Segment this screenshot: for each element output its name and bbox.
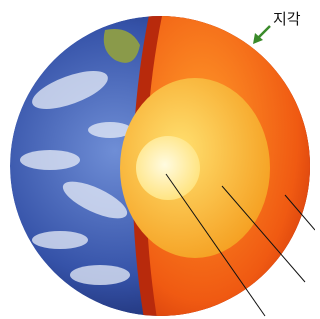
globe <box>10 0 315 319</box>
earth-diagram: 지각 <box>0 0 315 319</box>
inner-core <box>136 136 200 200</box>
crust-arrow <box>253 26 270 44</box>
crust-label: 지각 <box>273 10 301 28</box>
